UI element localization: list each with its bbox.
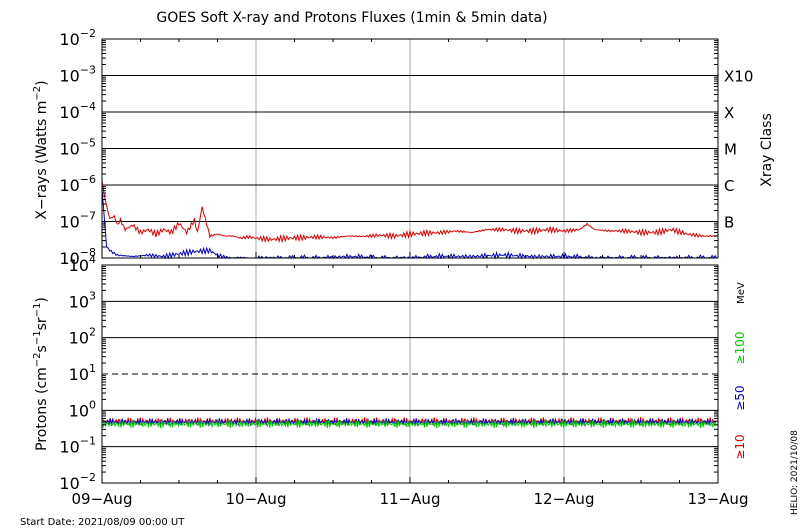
proton-ytick-label: 101 xyxy=(69,362,96,384)
xray-ytick-label: 10−7 xyxy=(59,210,96,232)
start-date: Start Date: 2021/08/09 00:00 UT xyxy=(20,517,185,528)
credit-label: HELIO: 2021/10/08 xyxy=(790,430,800,515)
xray-panel: 10−2 10−3 10−4 10−5 10−6 10−7 10−8 X10 X MC B Xra… xyxy=(32,27,775,268)
xray-series-line-0 xyxy=(101,180,719,244)
xray-class-label: M xyxy=(724,141,737,159)
xray-class-label: X xyxy=(724,104,734,122)
xray-class-label: C xyxy=(724,177,734,195)
x-tick-label: 09−Aug xyxy=(72,490,133,508)
xray-ytick-label: 10−8 xyxy=(59,246,96,268)
x-tick-label: 11−Aug xyxy=(380,490,441,508)
x-tick-label: 10−Aug xyxy=(226,490,287,508)
proton-y-axis-label: Protons (cm−2s−1sr−1) xyxy=(32,297,50,451)
xray-class-axis-title: Xray Class xyxy=(759,113,775,187)
proton-series-line-2 xyxy=(102,419,717,429)
x-tick-label: 13−Aug xyxy=(688,490,749,508)
chart-title: GOES Soft X-ray and Protons Fluxes (1min… xyxy=(156,10,547,26)
energy-label-10: ≥10 xyxy=(733,434,747,459)
xray-ytick-label: 10−4 xyxy=(59,100,96,122)
xray-class-label: B xyxy=(724,214,734,232)
xray-class-label: X10 xyxy=(724,68,753,86)
proton-ytick-label: 102 xyxy=(69,326,96,348)
xray-ytick-label: 10−3 xyxy=(59,64,96,86)
x-axis: 09−Aug 10−Aug 11−Aug 12−Aug 13−Aug xyxy=(72,39,749,508)
protons-panel: 104 103 102 101 100 10−1 10−2 MeV ≥100 ≥50 ≥10… xyxy=(32,253,747,493)
proton-ytick-label: 104 xyxy=(69,253,96,275)
x-tick-label: 12−Aug xyxy=(534,490,595,508)
xray-series-line-1 xyxy=(101,189,718,260)
proton-ytick-label: 10−2 xyxy=(59,471,96,493)
proton-ytick-label: 100 xyxy=(69,398,96,420)
proton-energy-unit: MeV xyxy=(736,282,747,304)
xray-y-axis-label: X−rays (Watts m−2) xyxy=(32,80,50,219)
xray-ytick-label: 10−6 xyxy=(59,173,96,195)
proton-ytick-label: 103 xyxy=(69,289,96,311)
energy-label-100: ≥100 xyxy=(733,332,747,365)
xray-ytick-label: 10−2 xyxy=(59,27,96,49)
xray-ytick-label: 10−5 xyxy=(59,137,96,159)
proton-ytick-label: 10−1 xyxy=(59,435,96,457)
energy-label-50: ≥50 xyxy=(733,385,747,410)
